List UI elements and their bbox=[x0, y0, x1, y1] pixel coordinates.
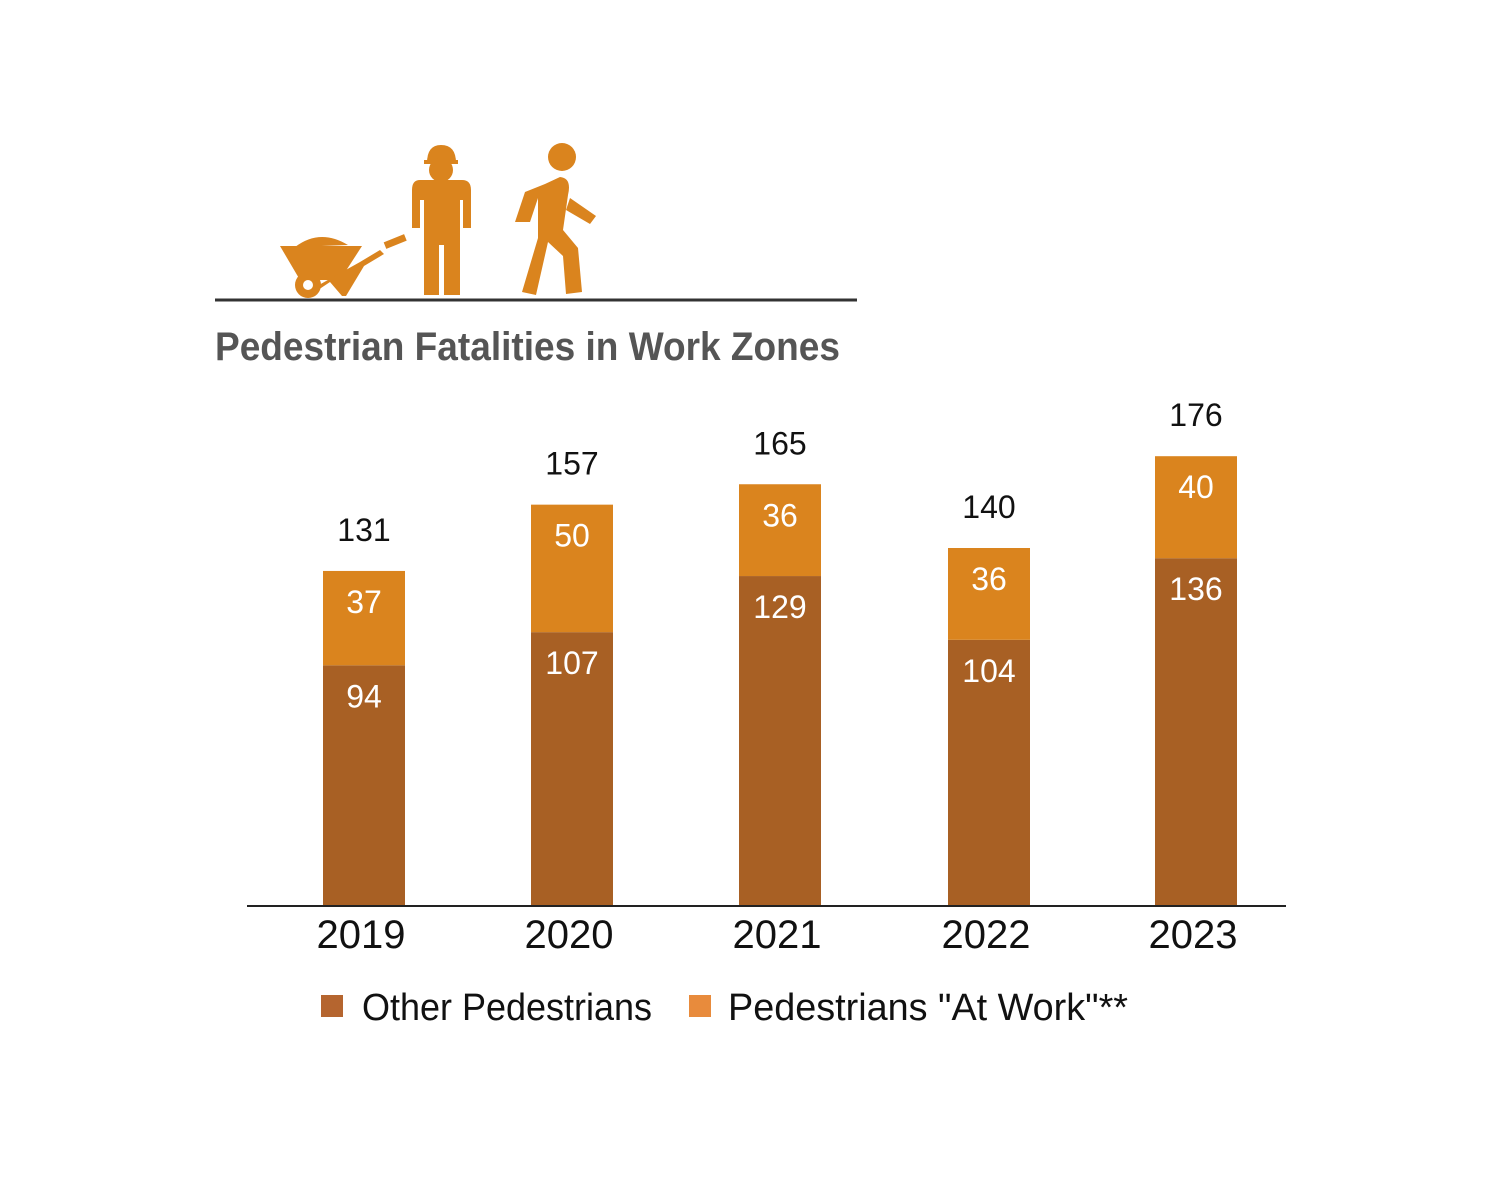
x-tick-label: 2020 bbox=[525, 913, 614, 957]
bars: 94 37 131 2019 107 50 157 2020 129 36 165 2021 104 36… bbox=[317, 397, 1238, 957]
x-tick-label: 2023 bbox=[1149, 913, 1238, 957]
bar-segment-other bbox=[531, 632, 613, 905]
x-tick-label: 2021 bbox=[733, 913, 822, 957]
segment-value-label: 129 bbox=[753, 589, 806, 625]
segment-value-label: 37 bbox=[346, 584, 382, 620]
segment-value-label: 136 bbox=[1169, 571, 1222, 607]
legend: Other Pedestrians Pedestrians "At Work"*… bbox=[321, 987, 1128, 1029]
bar-segment-other bbox=[323, 665, 405, 905]
bar-segment-at-work bbox=[1155, 456, 1237, 559]
wheelbarrow-icon bbox=[280, 234, 407, 298]
header-icons bbox=[280, 143, 596, 298]
bar-segment-other bbox=[739, 576, 821, 905]
total-value-label: 131 bbox=[337, 512, 390, 548]
legend-label-other: Other Pedestrians bbox=[362, 987, 652, 1029]
chart-title: Pedestrian Fatalities in Work Zones bbox=[215, 325, 840, 369]
segment-value-label: 50 bbox=[554, 518, 590, 554]
x-tick-label: 2022 bbox=[942, 913, 1031, 957]
total-value-label: 140 bbox=[962, 489, 1015, 525]
bar-segment-other bbox=[1155, 558, 1237, 905]
legend-label-at-work: Pedestrians "At Work"** bbox=[728, 987, 1128, 1029]
bar-segment-at-work bbox=[739, 484, 821, 577]
total-value-label: 165 bbox=[753, 425, 806, 461]
x-tick-label: 2019 bbox=[317, 913, 406, 957]
segment-value-label: 94 bbox=[346, 678, 382, 714]
total-value-label: 157 bbox=[545, 446, 598, 482]
pedestrian-walking-icon bbox=[515, 143, 596, 295]
segment-value-label: 36 bbox=[762, 497, 798, 533]
segment-value-label: 107 bbox=[545, 645, 598, 681]
legend-swatch-at-work bbox=[689, 995, 711, 1017]
bar-segment-at-work bbox=[948, 548, 1030, 640]
bar-segment-at-work bbox=[531, 504, 613, 633]
segment-value-label: 36 bbox=[971, 561, 1007, 597]
total-value-label: 176 bbox=[1169, 397, 1222, 433]
segment-value-label: 40 bbox=[1178, 469, 1214, 505]
legend-swatch-other bbox=[321, 995, 343, 1017]
bar-segment-at-work bbox=[323, 570, 405, 666]
bar-segment-other bbox=[948, 639, 1030, 905]
construction-worker-icon bbox=[412, 145, 471, 295]
segment-value-label: 104 bbox=[962, 653, 1015, 689]
